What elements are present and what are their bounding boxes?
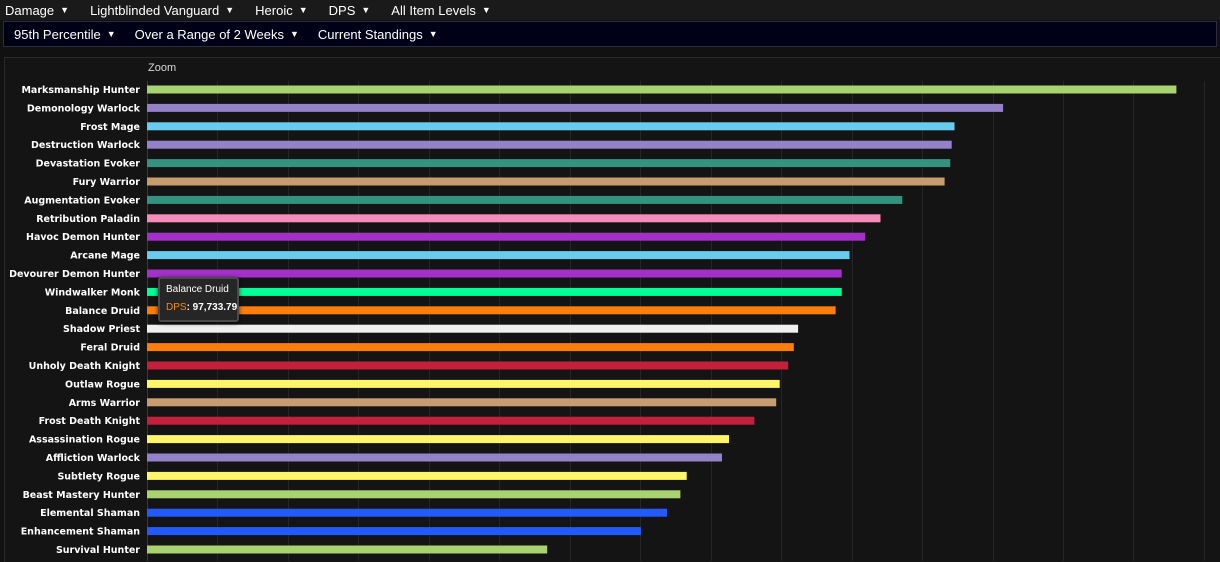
standings-dropdown[interactable]: Current Standings ▼	[308, 27, 447, 42]
category-label: Retribution Paladin	[36, 214, 140, 225]
dropdown-label: Lightblinded Vanguard	[90, 2, 220, 18]
dropdown-label: All Item Levels	[391, 2, 476, 18]
category-label: Elemental Shaman	[40, 508, 140, 519]
dropdown-label: 95th Percentile	[14, 26, 101, 42]
category-label: Outlaw Rogue	[65, 379, 140, 390]
bar-arcane-mage[interactable]	[147, 251, 850, 260]
top-filter-bar: Damage ▼ Lightblinded Vanguard ▼ Heroic ▼ D…	[0, 0, 1220, 20]
category-label: Survival Hunter	[56, 545, 140, 556]
caret-down-icon: ▼	[481, 5, 491, 15]
bar-shadow-priest[interactable]	[147, 324, 799, 333]
category-label: Affliction Warlock	[46, 453, 141, 464]
item-level-dropdown[interactable]: All Item Levels ▼	[386, 3, 496, 18]
category-label: Devourer Demon Hunter	[9, 269, 140, 280]
bar-affliction-warlock[interactable]	[147, 453, 722, 462]
bar-enhancement-shaman[interactable]	[147, 527, 641, 536]
bar-devourer-demon-hunter[interactable]	[147, 269, 842, 278]
bar-windwalker-monk[interactable]	[147, 287, 842, 296]
category-label: Beast Mastery Hunter	[23, 490, 141, 501]
caret-down-icon: ▼	[361, 5, 371, 15]
encounter-dropdown[interactable]: Lightblinded Vanguard ▼	[85, 3, 240, 18]
category-label: Fury Warrior	[73, 177, 141, 188]
category-label: Augmentation Evoker	[24, 195, 140, 206]
dropdown-label: DPS	[328, 2, 356, 18]
difficulty-dropdown[interactable]: Heroic ▼	[250, 3, 314, 18]
bar-fury-warrior[interactable]	[147, 177, 945, 186]
percentile-dropdown[interactable]: 95th Percentile ▼	[4, 27, 125, 42]
dropdown-label: Damage	[5, 2, 55, 18]
bar-unholy-death-knight[interactable]	[147, 361, 789, 370]
category-label: Feral Druid	[80, 343, 140, 354]
bar-feral-druid[interactable]	[147, 343, 794, 352]
dropdown-label: Heroic	[255, 2, 293, 18]
bar-arms-warrior[interactable]	[147, 398, 777, 407]
bar-balance-druid[interactable]	[147, 306, 836, 315]
bar-subtlety-rogue[interactable]	[147, 471, 687, 480]
caret-down-icon: ▼	[225, 5, 235, 15]
category-label: Arms Warrior	[69, 398, 141, 409]
caret-down-icon: ▼	[60, 5, 70, 15]
bar-havoc-demon-hunter[interactable]	[147, 232, 865, 241]
bar-tooltip: Balance Druid DPS: 97,733.79	[158, 277, 239, 322]
category-label: Windwalker Monk	[45, 287, 141, 298]
caret-down-icon: ▼	[428, 29, 438, 39]
dropdown-label: Over a Range of 2 Weeks	[134, 26, 284, 42]
bar-demonology-warlock[interactable]	[147, 103, 1004, 112]
category-label: Assassination Rogue	[29, 435, 140, 446]
time-range-dropdown[interactable]: Over a Range of 2 Weeks ▼	[125, 27, 308, 42]
category-label: Enhancement Shaman	[21, 527, 141, 538]
metric-dropdown[interactable]: Damage ▼	[0, 3, 75, 18]
tooltip-value-row: DPS: 97,733.79	[166, 302, 237, 314]
bar-destruction-warlock[interactable]	[147, 140, 952, 149]
tooltip-key: DPS	[166, 302, 187, 313]
chart-bars	[147, 85, 1177, 554]
category-label: Havoc Demon Hunter	[26, 232, 140, 243]
bar-devastation-evoker[interactable]	[147, 159, 951, 168]
chart-category-labels: Marksmanship Hunter Demonology Warlock Fro…	[9, 85, 141, 556]
zoom-label[interactable]: Zoom	[148, 62, 177, 74]
category-label: Subtlety Rogue	[57, 471, 140, 482]
category-label: Unholy Death Knight	[29, 361, 141, 372]
category-label: Shadow Priest	[63, 324, 140, 335]
bar-augmentation-evoker[interactable]	[147, 195, 903, 204]
category-label: Demonology Warlock	[27, 103, 141, 114]
tooltip-sep: :	[186, 302, 193, 313]
bar-assassination-rogue[interactable]	[147, 435, 729, 444]
dropdown-label: Current Standings	[317, 26, 423, 42]
category-label: Devastation Evoker	[36, 159, 141, 170]
bar-beast-mastery-hunter[interactable]	[147, 490, 681, 499]
tooltip-value: 97,733.79	[192, 302, 238, 313]
category-label: Frost Mage	[80, 122, 140, 133]
category-label: Frost Death Knight	[39, 416, 141, 427]
dps-bar-chart[interactable]: Marksmanship Hunter Demonology Warlock Fro…	[0, 57, 1220, 561]
bar-survival-hunter[interactable]	[147, 545, 548, 554]
bar-elemental-shaman[interactable]	[147, 508, 667, 517]
bar-marksmanship-hunter[interactable]	[147, 85, 1177, 94]
chart-gridlines	[147, 81, 1205, 561]
category-label: Destruction Warlock	[31, 140, 141, 151]
tooltip-title: Balance Druid	[166, 284, 229, 295]
caret-down-icon: ▼	[106, 29, 116, 39]
bar-frost-death-knight[interactable]	[147, 416, 755, 425]
bar-frost-mage[interactable]	[147, 122, 955, 131]
category-label: Balance Druid	[65, 306, 140, 317]
caret-down-icon: ▼	[298, 5, 308, 15]
caret-down-icon: ▼	[290, 29, 299, 39]
role-dropdown[interactable]: DPS ▼	[324, 3, 377, 18]
category-label: Arcane Mage	[70, 251, 140, 262]
secondary-filter-bar: 95th Percentile ▼ Over a Range of 2 Weeks…	[3, 21, 1217, 47]
bar-outlaw-rogue[interactable]	[147, 379, 780, 388]
category-label: Marksmanship Hunter	[21, 85, 140, 96]
bar-retribution-paladin[interactable]	[147, 214, 881, 223]
